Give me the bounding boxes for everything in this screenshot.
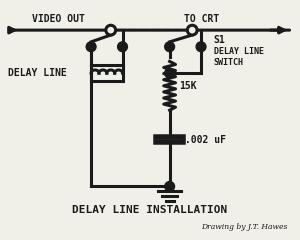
Circle shape [165,42,175,52]
Circle shape [106,25,116,35]
Text: Drawing by J.T. Hawes: Drawing by J.T. Hawes [201,223,287,231]
Circle shape [118,42,128,52]
Circle shape [165,68,175,78]
Text: DELAY LINE
SWITCH: DELAY LINE SWITCH [214,47,264,67]
Text: VIDEO OUT: VIDEO OUT [32,14,85,24]
Circle shape [187,25,197,35]
Circle shape [165,181,175,191]
Text: TO CRT: TO CRT [184,14,220,24]
Circle shape [196,42,206,52]
Text: S1: S1 [214,35,226,45]
Circle shape [86,42,96,52]
Text: DELAY LINE INSTALLATION: DELAY LINE INSTALLATION [72,205,228,215]
Text: 15K: 15K [179,81,197,91]
Text: 0.002 uF: 0.002 uF [179,135,226,144]
Text: DELAY LINE: DELAY LINE [8,68,66,78]
